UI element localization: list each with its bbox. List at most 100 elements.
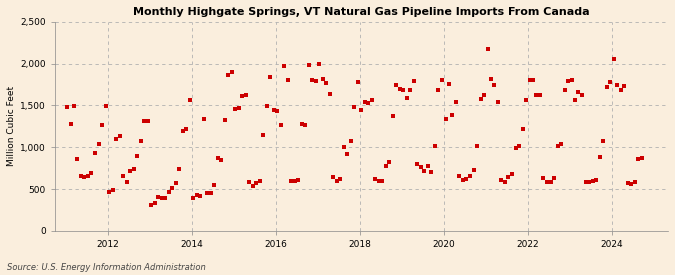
Point <box>117 174 128 179</box>
Point <box>429 144 440 148</box>
Point <box>626 182 637 186</box>
Point <box>423 163 433 168</box>
Point <box>219 118 230 123</box>
Point <box>279 64 290 68</box>
Point <box>153 195 163 200</box>
Point <box>591 178 601 182</box>
Point <box>198 117 209 121</box>
Point <box>194 194 205 198</box>
Point <box>250 181 261 185</box>
Point <box>68 104 79 108</box>
Point <box>205 191 216 195</box>
Point <box>416 165 427 169</box>
Point <box>82 174 93 178</box>
Point <box>174 167 185 171</box>
Point <box>458 178 468 182</box>
Point <box>528 77 539 82</box>
Point <box>531 92 542 97</box>
Point <box>387 114 398 119</box>
Point <box>139 119 150 123</box>
Point <box>612 83 622 88</box>
Point <box>188 196 198 200</box>
Point <box>216 158 227 162</box>
Point <box>433 87 444 92</box>
Point <box>202 191 213 195</box>
Point <box>104 189 115 194</box>
Point <box>170 181 181 185</box>
Point <box>556 142 566 146</box>
Point <box>472 144 483 148</box>
Point <box>356 108 367 112</box>
Point <box>587 179 598 184</box>
Point <box>142 119 153 123</box>
Point <box>633 157 644 161</box>
Point <box>475 97 486 101</box>
Point <box>552 144 563 148</box>
Point <box>503 175 514 180</box>
Point <box>304 62 315 67</box>
Point <box>538 176 549 180</box>
Point <box>293 178 304 182</box>
Point <box>352 80 363 84</box>
Point <box>234 106 244 110</box>
Point <box>440 117 451 121</box>
Point <box>622 181 633 185</box>
Point <box>149 201 160 205</box>
Point <box>520 97 531 102</box>
Point <box>209 183 219 187</box>
Point <box>178 128 188 133</box>
Point <box>598 138 609 143</box>
Point <box>412 162 423 166</box>
Point <box>254 179 265 184</box>
Text: Source: U.S. Energy Information Administration: Source: U.S. Energy Information Administ… <box>7 263 205 272</box>
Point <box>328 175 339 180</box>
Point <box>114 133 125 138</box>
Point <box>307 78 318 82</box>
Point <box>360 100 371 104</box>
Point <box>489 83 500 88</box>
Point <box>405 87 416 92</box>
Point <box>437 78 448 82</box>
Point <box>443 81 454 86</box>
Point <box>318 76 329 81</box>
Point <box>300 123 310 128</box>
Point <box>90 151 101 155</box>
Point <box>461 177 472 181</box>
Point <box>408 79 419 83</box>
Point <box>545 180 556 185</box>
Point <box>314 62 325 66</box>
Point <box>61 105 72 109</box>
Point <box>181 127 192 131</box>
Point <box>184 98 195 103</box>
Point <box>373 178 384 183</box>
Point <box>615 87 626 92</box>
Point <box>310 79 321 83</box>
Point <box>247 183 258 188</box>
Point <box>619 84 630 89</box>
Point <box>321 81 331 85</box>
Point <box>65 122 76 126</box>
Point <box>163 190 174 194</box>
Point <box>290 178 300 183</box>
Point <box>72 157 83 161</box>
Point <box>132 154 142 159</box>
Point <box>629 180 640 185</box>
Point <box>426 170 437 175</box>
Point <box>398 87 409 92</box>
Point <box>261 104 272 108</box>
Point <box>496 178 507 182</box>
Point <box>79 175 90 180</box>
Point <box>282 78 293 82</box>
Point <box>507 172 518 176</box>
Point <box>381 164 392 169</box>
Point <box>370 177 381 181</box>
Point <box>584 180 595 185</box>
Point <box>212 156 223 160</box>
Point <box>335 177 346 181</box>
Point <box>286 179 296 184</box>
Point <box>517 127 528 131</box>
Point <box>500 180 510 185</box>
Point <box>566 78 577 82</box>
Point <box>296 122 307 126</box>
Point <box>576 93 587 98</box>
